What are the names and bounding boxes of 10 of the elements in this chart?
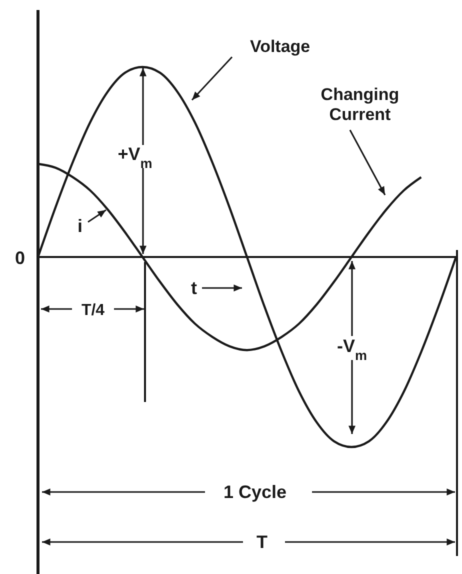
- annotation: +V$_{m}$: [118, 144, 152, 170]
- annotation: T/4: [81, 302, 105, 319]
- annotation: t: [191, 278, 197, 298]
- text: T: [256, 532, 268, 552]
- text: 0: [14, 248, 26, 268]
- text: Changing Current: [320, 85, 400, 124]
- text: Voltage: [250, 37, 310, 56]
- annotation: i: [77, 216, 83, 236]
- annotation: -V$_{m}$: [336, 336, 368, 362]
- text: 1 Cycle: [223, 482, 287, 502]
